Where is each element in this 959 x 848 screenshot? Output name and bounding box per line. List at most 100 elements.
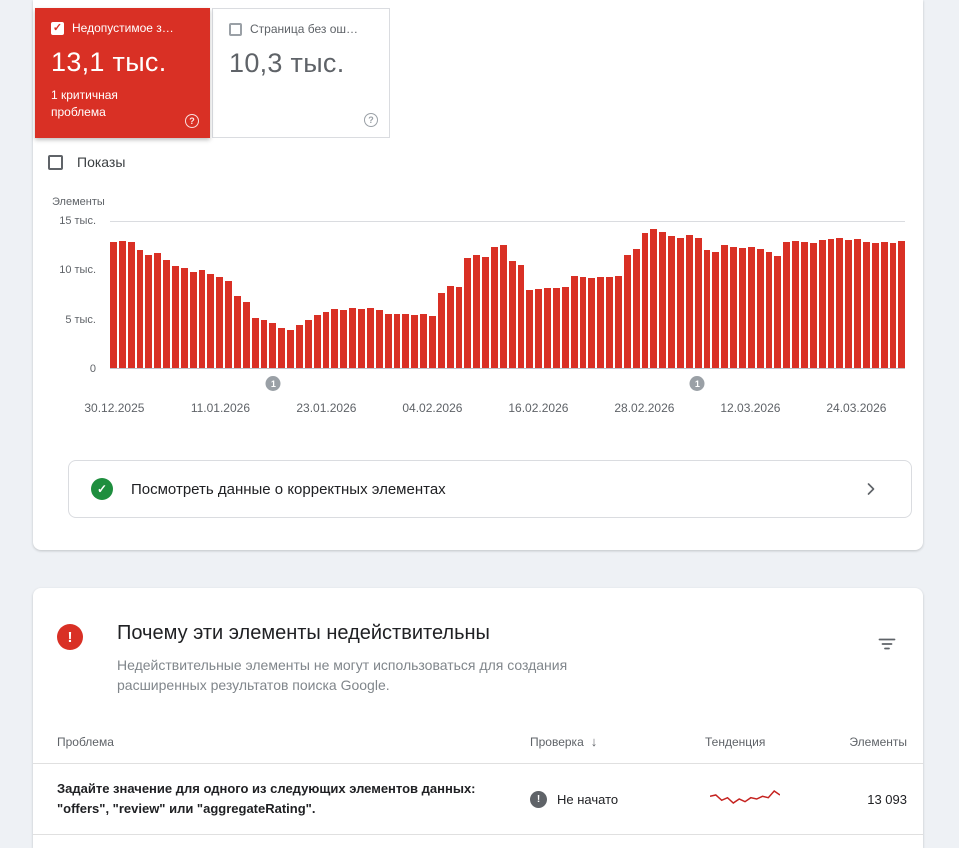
chart-bar[interactable]	[269, 323, 277, 368]
chart-bar[interactable]	[402, 313, 410, 368]
chart-bar[interactable]	[304, 320, 312, 368]
chart-bar[interactable]	[428, 316, 436, 368]
chart-bar[interactable]	[641, 232, 649, 368]
chart-bar[interactable]	[251, 318, 259, 368]
chart-bar[interactable]	[349, 307, 357, 368]
valid-card-checkbox[interactable]	[229, 22, 242, 36]
chart-bar[interactable]	[296, 325, 303, 368]
chart-bar[interactable]	[366, 307, 374, 368]
chart-bar[interactable]	[801, 242, 808, 368]
help-icon[interactable]: ?	[364, 113, 378, 127]
chart-bar[interactable]	[313, 315, 321, 368]
issue-row[interactable]: Задайте значение для одного из следующих…	[33, 764, 923, 835]
chart-bar[interactable]	[570, 275, 578, 368]
chart-bar[interactable]	[375, 309, 383, 368]
checkbox-box[interactable]	[48, 154, 63, 170]
invalid-card-checkbox[interactable]: ✓	[51, 21, 64, 35]
chart-bar[interactable]	[588, 278, 596, 368]
chart-bar[interactable]	[340, 309, 348, 368]
chart-bar[interactable]	[322, 311, 330, 368]
chart-bar[interactable]	[730, 247, 738, 368]
annotation-marker[interactable]: 1	[689, 376, 705, 391]
chart-bar[interactable]	[225, 281, 233, 368]
chart-bar[interactable]	[668, 235, 675, 368]
chart-bar[interactable]	[136, 250, 144, 368]
help-icon[interactable]: ?	[185, 114, 199, 128]
chart-bar[interactable]	[694, 237, 702, 368]
chart-bar[interactable]	[623, 255, 631, 368]
chart-bar[interactable]	[242, 301, 250, 368]
chart-bar[interactable]	[685, 234, 693, 368]
invalid-items-card[interactable]: ✓ Недопустимое з… 13,1 тыс. 1 критичная …	[35, 8, 210, 138]
chart-bar[interactable]	[783, 242, 791, 368]
chart-bar[interactable]	[818, 239, 826, 368]
chart-bar[interactable]	[216, 276, 224, 368]
chart-bar[interactable]	[118, 240, 126, 368]
chart-bar[interactable]	[871, 243, 879, 368]
chart-bar[interactable]	[437, 293, 445, 368]
chart-bar[interactable]	[490, 247, 498, 368]
valid-pages-card[interactable]: Страница без ош… 10,3 тыс. ?	[212, 8, 390, 138]
chart-bar[interactable]	[659, 231, 667, 368]
chart-bar[interactable]	[836, 237, 844, 368]
chart-bar[interactable]	[854, 238, 862, 368]
chart-bar[interactable]	[234, 295, 241, 368]
chart-bar[interactable]	[145, 255, 153, 368]
chart-bar[interactable]	[774, 256, 782, 368]
chart-bar[interactable]	[792, 241, 800, 368]
chart-bar[interactable]	[127, 242, 135, 368]
chart-bar[interactable]	[517, 264, 525, 368]
chart-bar[interactable]	[703, 250, 711, 368]
chart-bar[interactable]	[614, 275, 622, 368]
chart-bar[interactable]	[287, 330, 295, 368]
chart-bar[interactable]	[677, 237, 684, 368]
chart-bar[interactable]	[331, 308, 339, 368]
chart-bar[interactable]	[154, 253, 162, 368]
chart-bar[interactable]	[898, 241, 906, 368]
chart-bar[interactable]	[420, 314, 427, 368]
chart-bar[interactable]	[712, 252, 720, 368]
chart-bar[interactable]	[721, 245, 729, 368]
chart-bar[interactable]	[526, 290, 534, 368]
chart-bar[interactable]	[889, 243, 897, 368]
chart-bar[interactable]	[765, 252, 773, 368]
chart-bar[interactable]	[632, 249, 640, 368]
chart-bar[interactable]	[552, 288, 560, 368]
chart-bar[interactable]	[358, 308, 365, 368]
chart-bar[interactable]	[747, 247, 755, 368]
chart-bar[interactable]	[278, 328, 286, 368]
chart-bar[interactable]	[260, 320, 268, 368]
chart-bar[interactable]	[198, 269, 206, 368]
chart-bar[interactable]	[845, 239, 853, 368]
chart-bar[interactable]	[455, 287, 463, 368]
chart-bar[interactable]	[508, 260, 516, 368]
chart-bar[interactable]	[561, 287, 569, 368]
chart-bar[interactable]	[163, 259, 171, 368]
chart-bar[interactable]	[650, 228, 658, 368]
chart-bar[interactable]	[110, 242, 117, 368]
valid-data-banner[interactable]: ✓ Посмотреть данные о корректных элемент…	[68, 460, 912, 518]
chart-bar[interactable]	[535, 289, 543, 368]
chart-bar[interactable]	[544, 288, 551, 368]
impressions-checkbox[interactable]: Показы	[48, 154, 125, 170]
chart-bar[interactable]	[880, 242, 888, 368]
col-check-sortable[interactable]: Проверка ↓	[530, 734, 705, 749]
chart-bar[interactable]	[756, 249, 764, 368]
chart-bar[interactable]	[473, 255, 481, 368]
chart-bar[interactable]	[606, 277, 613, 368]
chart-bar[interactable]	[499, 245, 507, 368]
chart-bar[interactable]	[482, 257, 489, 368]
chart-bar[interactable]	[863, 242, 870, 368]
chart-bar[interactable]	[809, 243, 817, 368]
filter-button[interactable]	[875, 632, 899, 659]
chart-bar[interactable]	[189, 271, 197, 368]
annotation-marker[interactable]: 1	[265, 376, 281, 391]
chart-bar[interactable]	[384, 313, 392, 368]
chart-bar[interactable]	[827, 238, 835, 368]
chart-bar[interactable]	[172, 265, 179, 368]
chart-bar[interactable]	[579, 277, 587, 368]
chart-bar[interactable]	[446, 286, 454, 368]
chart-bar[interactable]	[597, 276, 605, 368]
chart-bar[interactable]	[411, 315, 419, 368]
chart-bar[interactable]	[207, 273, 215, 368]
